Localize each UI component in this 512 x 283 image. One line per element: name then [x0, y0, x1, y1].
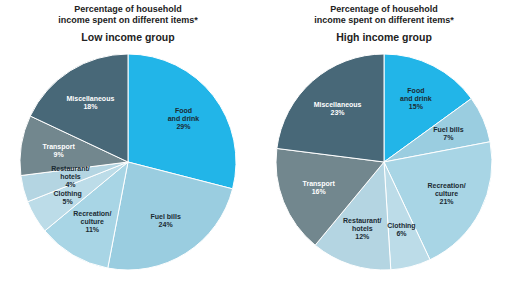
slice-category: Foodand drink	[168, 107, 200, 122]
slice	[384, 162, 430, 270]
slice-value: 24%	[159, 221, 174, 228]
slice-category-line: Food	[175, 107, 192, 114]
slice-value: 18%	[83, 103, 98, 110]
slice-labels: Foodand drink15% Fuel bills7% Recreation/c…	[303, 87, 466, 239]
slice-category: Restaurant/hotels	[343, 217, 382, 232]
slice-category: Foodand drink	[400, 87, 432, 102]
slice-label: Foodand drink29%	[168, 107, 200, 130]
subtitle-line: High income group	[336, 31, 432, 43]
slice-category-line: culture	[81, 218, 104, 225]
slice	[277, 54, 384, 162]
slice-value: 23%	[331, 109, 346, 116]
slice-category-line: Miscellaneous	[66, 95, 114, 102]
slice-category-line: Fuel bills	[433, 126, 463, 133]
slice-label: Restaurant/hotels12%	[343, 217, 382, 240]
slice	[276, 148, 384, 245]
slice-category-line: Transport	[303, 180, 336, 188]
title-line: Percentage of household	[330, 4, 438, 14]
slice-value: 16%	[312, 188, 327, 195]
slice-label: Recreation/culture21%	[427, 182, 465, 205]
slice-label: Fuel bills7%	[433, 126, 463, 141]
slice-label: Clothing6%	[387, 222, 415, 237]
slice-category-line: Transport	[43, 143, 76, 151]
slice-label: Transport16%	[303, 180, 336, 195]
slice-category: Miscellaneous	[66, 95, 114, 102]
slice-category: Fuel bills	[433, 126, 463, 133]
title-line: income spent on different items*	[58, 15, 198, 25]
slice-value: 9%	[54, 151, 65, 158]
slice-category-line: hotels	[352, 225, 373, 232]
slice-category: Clothing	[387, 222, 415, 230]
slice-category-line: Clothing	[53, 190, 81, 198]
slice-category-line: Clothing	[387, 222, 415, 230]
slice-value: 6%	[396, 230, 407, 237]
slice-category-line: and drink	[168, 115, 200, 122]
slice-category: Restaurant/hotels	[51, 165, 90, 180]
slice-category-line: hotels	[60, 173, 81, 180]
slice-category-line: Restaurant/	[343, 217, 382, 224]
slice-label: Fuel bills24%	[150, 213, 180, 228]
slice-value: 11%	[85, 226, 99, 233]
slices	[20, 54, 236, 270]
slice-label: Recreation/culture11%	[73, 210, 111, 233]
slice-label: Miscellaneous18%	[66, 95, 114, 110]
slice	[108, 162, 233, 270]
title: Percentage of householdincome spent on d…	[58, 4, 198, 25]
slice-label: Miscellaneous23%	[314, 101, 362, 116]
pie-panel: Percentage of householdincome spent on d…	[20, 4, 236, 270]
slices	[276, 54, 492, 270]
chart: Percentage of householdincome spent on d…	[0, 0, 512, 283]
slice-category-line: Fuel bills	[150, 213, 180, 220]
slice	[30, 54, 128, 162]
title-line: Percentage of household	[74, 4, 182, 14]
title-line: income spent on different items*	[314, 15, 454, 25]
pie-panel: Percentage of householdincome spent on d…	[276, 4, 492, 270]
slice-label: Clothing5%	[53, 190, 81, 205]
slice-category-line: Recreation/	[427, 182, 465, 189]
slice-value: 29%	[176, 123, 191, 130]
slice-category-line: Recreation/	[73, 210, 111, 217]
slice-category-line: and drink	[400, 95, 432, 102]
slice-value: 21%	[440, 198, 455, 205]
slice-label: Foodand drink15%	[400, 87, 432, 110]
subtitle: High income group	[336, 31, 432, 43]
slice-category-line: culture	[435, 190, 458, 197]
slice-category: Transport	[303, 180, 336, 188]
slice-category: Transport	[43, 143, 76, 151]
slice-value: 7%	[443, 134, 454, 141]
subtitle: Low income group	[81, 31, 174, 43]
slice-label: Restaurant/hotels4%	[51, 165, 90, 188]
slice-category: Recreation/culture	[427, 182, 465, 197]
slice-label: Transport9%	[43, 143, 76, 158]
slice-category-line: Restaurant/	[51, 165, 90, 172]
subtitle-line: Low income group	[81, 31, 174, 43]
slice-category: Recreation/culture	[73, 210, 111, 225]
slice-labels: Foodand drink29% Fuel bills24% Recreation/…	[43, 95, 200, 234]
slice-category-line: Food	[407, 87, 424, 94]
slice-value: 12%	[355, 233, 370, 240]
slice-value: 5%	[63, 198, 74, 205]
slice-category-line: Miscellaneous	[314, 101, 362, 108]
slice-value: 15%	[409, 103, 424, 110]
title: Percentage of householdincome spent on d…	[314, 4, 454, 25]
slice-category: Miscellaneous	[314, 101, 362, 108]
slice-category: Fuel bills	[150, 213, 180, 220]
slice-value: 4%	[65, 181, 76, 188]
slice-category: Clothing	[53, 190, 81, 198]
